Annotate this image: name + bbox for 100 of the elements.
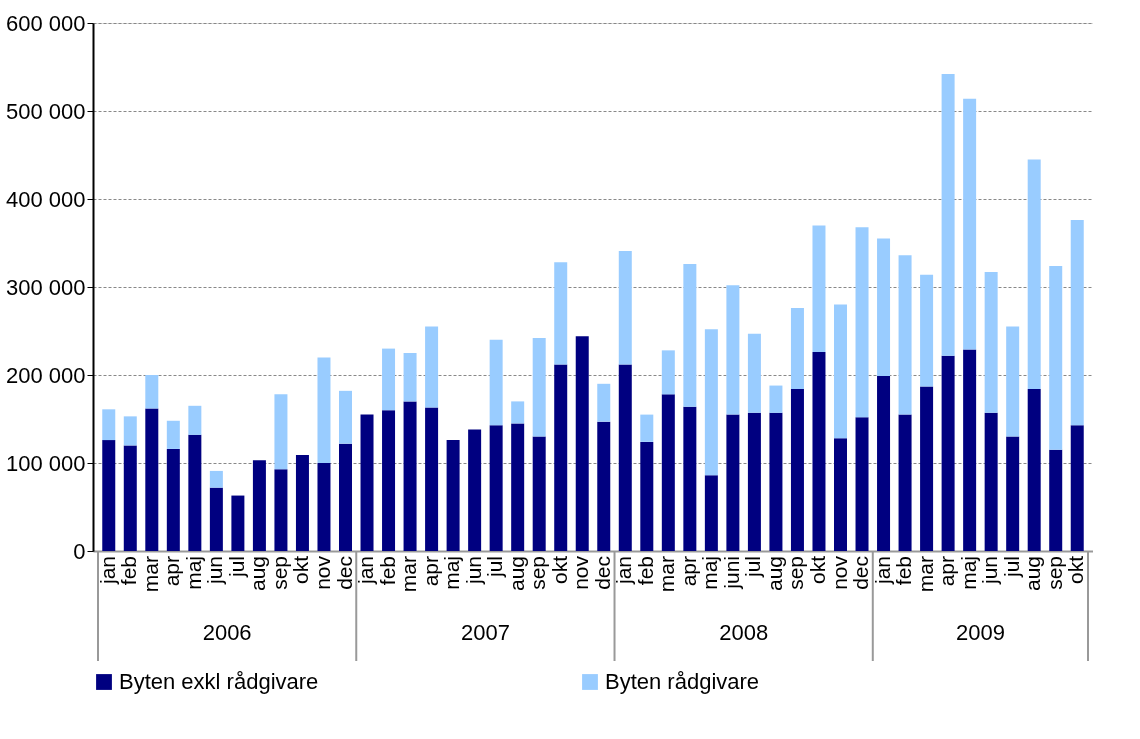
y-tick-label: 200 000: [5, 362, 86, 388]
bar: [188, 434, 202, 551]
bar: [618, 364, 632, 551]
bar: [360, 414, 374, 551]
bar: [468, 429, 482, 551]
bar: [123, 445, 137, 551]
x-tick-label: nov: [569, 555, 593, 590]
bar: [769, 412, 783, 551]
x-tick-label: jan: [612, 556, 636, 586]
bar: [446, 440, 460, 551]
bar: [920, 386, 934, 551]
bar: [747, 333, 761, 413]
bar: [532, 338, 546, 437]
bar: [403, 353, 417, 402]
x-tick-label: apr: [418, 556, 442, 587]
bar: [1027, 159, 1041, 390]
bar: [1049, 265, 1063, 450]
bar: [1070, 220, 1084, 426]
bar: [877, 375, 891, 551]
y-tick-label: 100 000: [5, 450, 86, 476]
bar: [898, 414, 912, 551]
bar: [209, 470, 223, 488]
bar: [898, 255, 912, 415]
bar: [726, 414, 740, 551]
bar: [252, 460, 266, 551]
bar: [877, 238, 891, 376]
bar: [920, 274, 934, 387]
bar: [790, 308, 804, 390]
x-tick-label: dec: [849, 556, 873, 590]
bar: [1049, 449, 1063, 551]
bar: [554, 364, 568, 551]
bar: [188, 405, 202, 435]
x-tick-label: apr: [160, 556, 184, 587]
bar: [317, 357, 331, 463]
bar: [812, 225, 826, 353]
bar: [425, 326, 439, 408]
bar: [489, 425, 503, 551]
y-tick-label: 300 000: [5, 274, 86, 300]
x-tick-label: jul: [741, 556, 765, 579]
bar: [984, 412, 998, 551]
bar: [747, 412, 761, 551]
bar: [425, 407, 439, 551]
bar: [166, 420, 180, 449]
bar: [339, 390, 352, 444]
x-tick-label: nov: [310, 555, 334, 590]
bar: [812, 352, 826, 551]
bar: [640, 441, 654, 551]
x-tick-label: jan: [870, 556, 894, 586]
bar: [963, 349, 977, 551]
bar: [166, 448, 180, 551]
y-tick-label: 500 000: [5, 98, 86, 124]
bar: [834, 438, 847, 551]
bar: [1006, 326, 1020, 437]
bar: [683, 406, 697, 551]
bar: [145, 375, 159, 409]
bar: [618, 250, 632, 365]
bar: [382, 410, 396, 551]
x-tick-label: dec: [590, 556, 614, 590]
bar: [317, 463, 331, 551]
bar: [640, 414, 654, 442]
x-tick-label: mar: [397, 556, 421, 593]
bar: [941, 74, 955, 356]
bar: [403, 401, 417, 551]
legend-label: Byten rådgivare: [605, 669, 760, 694]
bar: [704, 329, 718, 476]
text: 2009: [955, 620, 1005, 645]
bar: [231, 495, 245, 551]
x-tick-label: nov: [827, 555, 851, 590]
bar: [145, 408, 159, 551]
bar: [704, 475, 718, 551]
bar: [511, 423, 525, 551]
bar: [597, 421, 611, 551]
bar: [532, 436, 546, 551]
x-tick-label: apr: [676, 556, 700, 587]
y-tick-label: 600 000: [5, 10, 86, 36]
y-tick-label: 0: [73, 538, 86, 564]
bar: [102, 409, 116, 441]
bar: [554, 262, 568, 365]
bar: [984, 272, 998, 413]
x-tick-label: jan: [354, 556, 378, 586]
bar: [834, 304, 847, 439]
bar: [339, 443, 352, 551]
bar: [661, 350, 675, 395]
x-tick-label: mar: [138, 556, 162, 593]
bar: [123, 416, 137, 446]
bar: [209, 487, 223, 551]
x-tick-label: jul: [483, 556, 507, 579]
bar: [769, 385, 783, 413]
bar: [726, 285, 740, 415]
bar: [274, 394, 288, 470]
bar: [1006, 436, 1020, 551]
x-tick-label: mar: [655, 556, 679, 593]
bar: [274, 469, 288, 551]
bar: [597, 383, 611, 422]
bar: [941, 355, 955, 551]
x-tick-label: jul: [224, 556, 248, 579]
bar: [575, 336, 589, 551]
bar: [1027, 389, 1041, 551]
bar: [963, 98, 977, 350]
x-tick-label: jan: [95, 556, 119, 586]
